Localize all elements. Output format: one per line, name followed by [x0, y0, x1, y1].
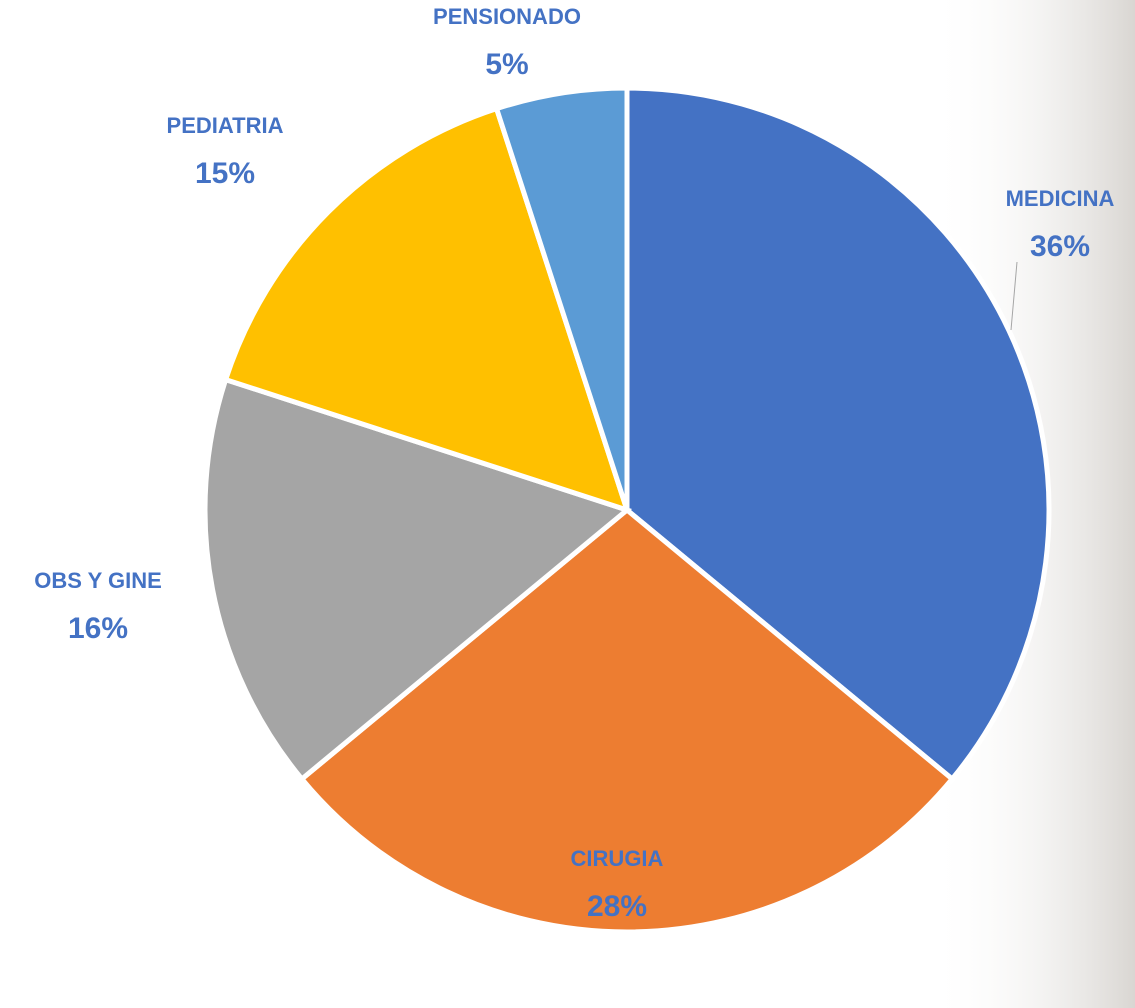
- pie-slice: [202, 376, 633, 783]
- slice-label: PEDIATRIA: [167, 113, 284, 138]
- slice-value: 5%: [485, 48, 528, 81]
- slice-value: 16%: [68, 612, 128, 645]
- slice-label: CIRUGIA: [571, 846, 664, 871]
- slice-label: MEDICINA: [1006, 186, 1115, 211]
- slice-value: 28%: [587, 890, 647, 923]
- pie-slice: [624, 85, 1052, 783]
- slice-value: 15%: [195, 157, 255, 190]
- leader-line: [1010, 261, 1018, 331]
- pie-slice: [493, 85, 630, 511]
- slice-label: OBS Y GINE: [34, 568, 162, 593]
- slice-label: PENSIONADO: [433, 4, 581, 29]
- slice-value: 36%: [1030, 230, 1090, 263]
- pie-slice: [298, 506, 956, 935]
